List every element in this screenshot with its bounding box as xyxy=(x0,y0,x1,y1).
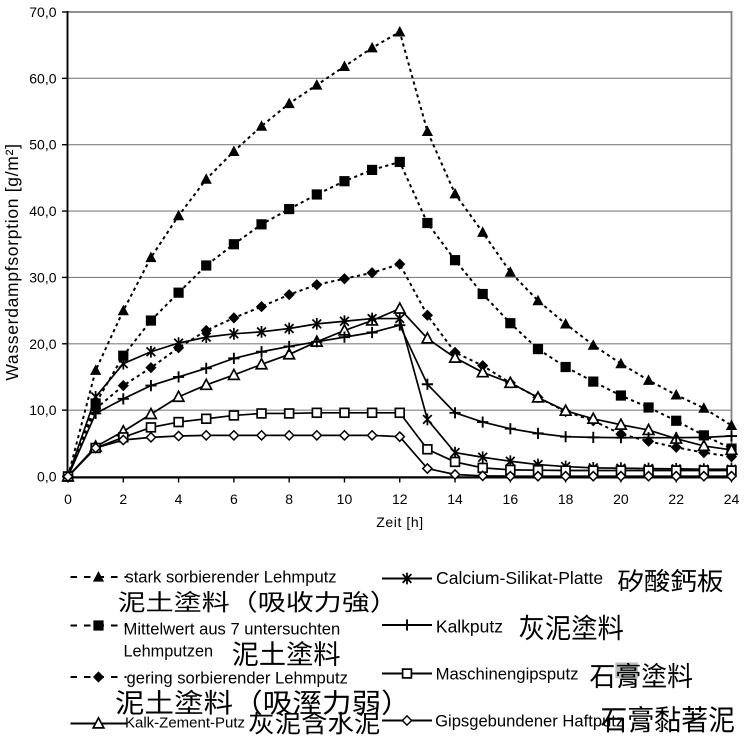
svg-text:Maschinengipsputz: Maschinengipsputz xyxy=(436,665,579,684)
svg-text:14: 14 xyxy=(447,491,463,507)
svg-text:Kalk-Zement-Putz: Kalk-Zement-Putz xyxy=(125,715,245,732)
svg-text:30,0: 30,0 xyxy=(29,269,56,285)
svg-text:gering sorbierender Lehmputz: gering sorbierender Lehmputz xyxy=(127,668,348,687)
svg-text:Zeit [h]: Zeit [h] xyxy=(376,514,424,530)
svg-text:40,0: 40,0 xyxy=(29,203,56,219)
svg-text:Kalkputz: Kalkputz xyxy=(436,617,503,637)
svg-text:Calcium-Silikat-Platte: Calcium-Silikat-Platte xyxy=(436,568,603,588)
svg-text:4: 4 xyxy=(175,491,183,507)
svg-text:8: 8 xyxy=(285,491,293,507)
svg-text:70,0: 70,0 xyxy=(29,4,56,20)
svg-text:18: 18 xyxy=(558,491,574,507)
svg-text:12: 12 xyxy=(392,491,408,507)
svg-text:0: 0 xyxy=(64,491,72,507)
svg-text:2: 2 xyxy=(119,491,127,507)
svg-text:60,0: 60,0 xyxy=(29,70,56,86)
svg-text:Mittelwert aus 7 untersuchten: Mittelwert aus 7 untersuchten xyxy=(124,619,341,638)
svg-text:Lehmputzen: Lehmputzen xyxy=(124,643,214,661)
svg-text:24: 24 xyxy=(724,491,740,507)
svg-text:16: 16 xyxy=(503,491,519,507)
svg-text:0,0: 0,0 xyxy=(37,469,57,485)
svg-text:Gipsgebundener Haftputz: Gipsgebundener Haftputz xyxy=(435,711,624,730)
svg-text:20,0: 20,0 xyxy=(29,336,56,352)
svg-text:6: 6 xyxy=(230,491,238,507)
svg-text:Wasserdampfsorption [g/m²]: Wasserdampfsorption [g/m²] xyxy=(2,143,22,380)
svg-text:22: 22 xyxy=(668,491,684,507)
svg-text:stark sorbierender Lehmputz: stark sorbierender Lehmputz xyxy=(125,568,336,587)
svg-text:10,0: 10,0 xyxy=(29,402,56,418)
svg-text:20: 20 xyxy=(613,491,629,507)
svg-text:10: 10 xyxy=(337,491,353,507)
svg-text:50,0: 50,0 xyxy=(29,137,56,153)
